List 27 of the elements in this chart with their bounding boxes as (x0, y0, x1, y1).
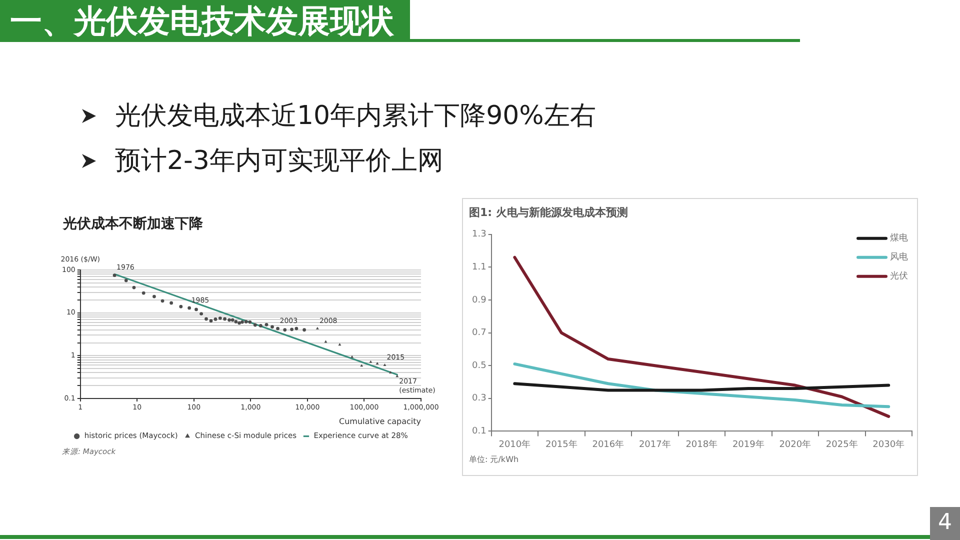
x-tick-label: 2030年 (872, 438, 905, 450)
x-tick-label: 2020年 (779, 438, 812, 450)
text: 一、光伏发电技术发展现状 (10, 2, 394, 40)
y-tick-label: 1.1 (472, 262, 486, 273)
x-tick-label: 2025年 (826, 438, 858, 450)
text: 4 (938, 510, 952, 536)
x-tick-label: 2019年 (732, 438, 764, 450)
chart-title: 图1: 火电与新能源发电成本预测 (469, 206, 628, 220)
chart-title: 光伏成本不断加速下降 (63, 216, 203, 233)
x-axis-title: Cumulative capacity (339, 416, 422, 426)
legend-label: 风电 (890, 252, 908, 263)
y-tick-label: 0.5 (472, 360, 486, 371)
y-tick-label: 0.3 (472, 394, 486, 404)
text: 预计2-3年内可实现平价上网 (115, 146, 444, 176)
y-tick-label: 1.3 (472, 230, 486, 240)
x-tick-label: 2017年 (638, 438, 671, 450)
legend-label: 光伏 (890, 270, 908, 282)
text: 单位: 元/kWh (469, 455, 519, 465)
legend-label: 煤电 (890, 232, 908, 244)
y-tick-label: 0.7 (472, 328, 486, 338)
y-tick-label: 0.1 (472, 426, 486, 437)
x-tick-label: 2015年 (545, 438, 578, 450)
x-tick-label: 2018年 (686, 438, 718, 450)
y-tick-label: 0.9 (472, 295, 487, 306)
x-tick-label: 2010年 (498, 438, 531, 450)
x-tick-label: 2016年 (592, 438, 624, 450)
text: 光伏发电成本近10年内累计下降90%左右 (115, 101, 596, 131)
